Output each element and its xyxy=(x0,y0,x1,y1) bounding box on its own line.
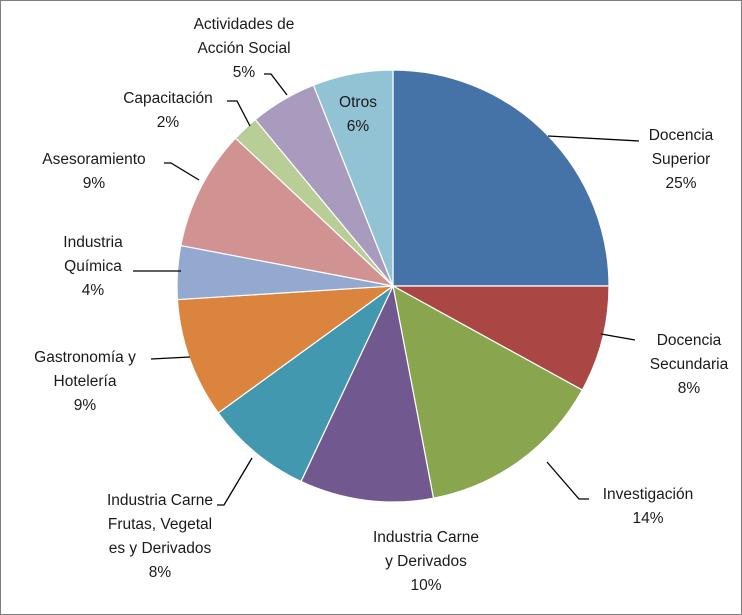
slice-label-line: Docencia xyxy=(657,332,722,349)
slice-label-line: Gastronomía y xyxy=(34,349,136,366)
slice-label: Docencia Superior 25% xyxy=(649,127,714,192)
leader-line xyxy=(264,73,288,96)
slice-label: Docencia Secundaria 8% xyxy=(650,332,729,397)
pie-slice xyxy=(176,285,396,414)
slice-label: Otros 6% xyxy=(339,94,377,135)
slice-label-line: Química xyxy=(64,258,122,275)
slice-label: Investigación 14% xyxy=(603,486,693,527)
pie-slice xyxy=(392,69,610,287)
slice-label-line: Industria xyxy=(63,234,123,251)
slice-label-line: Superior xyxy=(652,151,711,168)
slice-label-line: Hotelería xyxy=(54,373,117,390)
pie-slice xyxy=(217,285,394,483)
leader-line xyxy=(600,333,636,341)
pie-slice xyxy=(312,69,394,287)
slice-label: Asesoramiento 9% xyxy=(42,151,145,192)
slice-percent: 10% xyxy=(410,577,441,594)
slice-percent: 14% xyxy=(632,510,663,527)
slice-percent: 2% xyxy=(157,114,180,131)
slice-percent: 25% xyxy=(665,175,696,192)
pie-slice xyxy=(300,284,435,503)
slice-percent: 4% xyxy=(82,282,105,299)
slice-label-line: Secundaria xyxy=(650,356,729,373)
leader-line xyxy=(546,461,589,500)
slice-label: Actividades de Acción Social 5% xyxy=(194,16,295,81)
slice-label-line: Industria Carne xyxy=(373,529,479,546)
slice-percent: 5% xyxy=(233,64,256,81)
slice-percent: 8% xyxy=(149,564,172,581)
pie-slice xyxy=(180,137,395,287)
slice-label: Industria Química 4% xyxy=(63,234,123,299)
slice-label: Gastronomía y Hotelería 9% xyxy=(34,349,136,414)
slice-label-line: Investigación xyxy=(603,486,693,503)
pie-slice xyxy=(392,285,610,391)
slice-label-line: Capacitación xyxy=(123,90,213,107)
slice-label-line: es y Derivados xyxy=(109,540,212,557)
slice-label-line: Acción Social xyxy=(197,40,290,57)
leader-line xyxy=(217,457,253,506)
slice-label-line: Frutas, Vegetal xyxy=(108,516,212,533)
slice-label: Industria Carne Frutas, Vegetal es y Deriv… xyxy=(107,492,213,581)
slice-label-line: y Derivados xyxy=(385,553,467,570)
slice-label: Capacitación 2% xyxy=(123,90,213,131)
slice-percent: 6% xyxy=(347,118,370,135)
leader-line xyxy=(547,135,640,142)
slice-percent: 9% xyxy=(74,397,97,414)
slice-percent: 8% xyxy=(678,380,701,397)
leader-line xyxy=(150,356,191,360)
slice-label-line: Otros xyxy=(339,94,377,111)
slice-percent: 9% xyxy=(83,175,106,192)
leader-line xyxy=(164,162,200,181)
slice-label-line: Asesoramiento xyxy=(42,151,145,168)
slice-label-line: Actividades de xyxy=(194,16,295,33)
leader-line xyxy=(227,100,251,127)
slice-label-line: Industria Carne xyxy=(107,492,213,509)
slice-label: Industria Carne y Derivados 10% xyxy=(373,529,479,594)
pie-slice xyxy=(392,284,584,499)
slice-label-line: Docencia xyxy=(649,127,714,144)
